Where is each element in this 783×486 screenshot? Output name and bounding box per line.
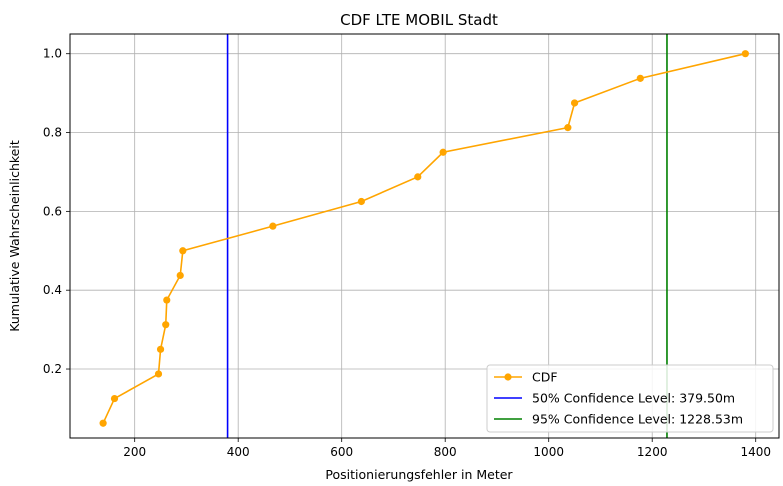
y-tick-label: 0.2 — [43, 362, 62, 376]
cdf-point — [564, 124, 572, 132]
x-tick-label: 1200 — [637, 445, 668, 459]
legend-box — [486, 364, 774, 433]
y-tick-label: 1.0 — [43, 47, 62, 61]
x-tick-label: 400 — [227, 445, 250, 459]
cdf-point — [414, 173, 422, 181]
x-axis-ticks: 200 400 600 800 1000 1200 1400 — [123, 438, 771, 459]
x-axis-label: Positionierungsfehler in Meter — [325, 467, 513, 482]
x-tick-label: 1000 — [533, 445, 564, 459]
cdf-point — [269, 222, 277, 230]
series-cdf — [99, 50, 749, 427]
y-axis-ticks: 0.2 0.4 0.6 0.8 1.0 — [43, 47, 70, 376]
legend-label-50: 50% Confidence Level: 379.50m — [532, 391, 735, 406]
cdf-point — [154, 370, 163, 378]
x-tick-label: 800 — [434, 445, 457, 459]
cdf-point — [439, 148, 447, 156]
x-tick-label: 600 — [330, 445, 353, 459]
x-tick-label: 200 — [123, 445, 146, 459]
cdf-point — [176, 271, 184, 280]
y-axis-label: Kumulative Wahrscheinlichkeit — [7, 140, 22, 332]
legend: CDF 50% Confidence Level: 379.50m 95% Co… — [486, 364, 774, 433]
legend-label-95: 95% Confidence Level: 1228.53m — [532, 412, 743, 427]
cdf-point — [156, 345, 165, 353]
cdf-line — [102, 52, 746, 424]
cdf-point — [179, 247, 187, 255]
chart-title: CDF LTE MOBIL Stadt — [340, 11, 498, 29]
cdf-point — [570, 99, 579, 107]
legend-label-cdf: CDF — [532, 370, 558, 385]
cdf-point — [99, 419, 107, 427]
grid — [70, 34, 779, 438]
cdf-point — [741, 50, 749, 58]
legend-marker-cdf — [504, 373, 512, 381]
x-tick-label: 1400 — [740, 445, 771, 459]
y-tick-label: 0.8 — [43, 126, 62, 140]
cdf-point — [636, 74, 644, 82]
cdf-point — [163, 296, 171, 304]
cdf-point — [110, 394, 119, 403]
cdf-point — [357, 197, 365, 206]
plot-frame — [69, 33, 780, 439]
y-tick-label: 0.6 — [43, 204, 62, 218]
y-tick-label: 0.4 — [43, 283, 62, 297]
cdf-point — [162, 321, 170, 329]
